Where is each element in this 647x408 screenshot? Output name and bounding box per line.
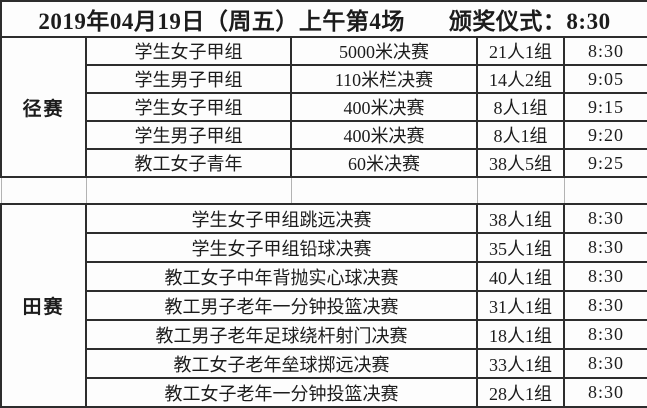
event-cell: 110米栏决赛 [290, 64, 478, 94]
table-row: 教工女子青年 60米决赛 38人5组 9:25 [1, 148, 647, 178]
entrants-cell: 8人1组 [476, 92, 565, 122]
entrants-cell: 38人1组 [476, 203, 565, 234]
table-row: 径赛 学生女子甲组 5000米决赛 21人1组 8:30 [0, 36, 647, 178]
category-cell-field: 田赛 [0, 203, 87, 408]
event-cell: 学生女子甲组铅球决赛 [85, 232, 478, 263]
table-row: 田赛 学生女子甲组跳远决赛 38人1组 8:30 [0, 203, 647, 408]
table-row: 教工男子老年足球绕杆射门决赛 18人1组 8:30 [1, 319, 647, 350]
group-cell: 学生男子甲组 [85, 120, 292, 150]
separator-cell [0, 176, 87, 205]
event-cell: 60米决赛 [290, 148, 478, 178]
event-cell: 400米决赛 [290, 92, 478, 122]
entrants-cell: 31人1组 [476, 290, 565, 321]
time-cell: 8:30 [562, 36, 647, 66]
group-cell: 学生女子甲组 [85, 36, 292, 66]
time-cell: 8:30 [562, 261, 647, 292]
time-cell: 9:20 [562, 120, 647, 150]
separator-cell [476, 176, 565, 205]
entrants-cell: 28人1组 [476, 377, 565, 408]
table-row: 教工女子老年一分钟投篮决赛 28人1组 8:30 [1, 377, 647, 408]
separator-cell [563, 176, 647, 205]
table-row: 教工女子老年垒球掷远决赛 33人1组 8:30 [1, 348, 647, 379]
entrants-cell: 18人1组 [476, 319, 565, 350]
time-cell: 8:30 [562, 290, 647, 321]
separator-cell [85, 176, 292, 205]
event-cell: 教工男子老年足球绕杆射门决赛 [85, 319, 478, 350]
time-cell: 8:30 [562, 203, 647, 234]
event-cell: 5000米决赛 [290, 36, 478, 66]
entrants-cell: 33人1组 [476, 348, 565, 379]
time-cell: 8:30 [562, 232, 647, 263]
time-cell: 9:15 [562, 92, 647, 122]
header-award-ceremony: 颁奖仪式：8:30 [448, 9, 611, 34]
table-row: 学生男子甲组 400米决赛 8人1组 9:20 [1, 120, 647, 150]
table-row: 教工女子中年背抛实心球决赛 40人1组 8:30 [1, 261, 647, 292]
time-cell: 9:05 [562, 64, 647, 94]
header-text: 2019年04月19日（周五）上午第4场 颁奖仪式：8:30 [3, 3, 646, 35]
separator-cell [290, 176, 478, 205]
header-row: 2019年04月19日（周五）上午第4场 颁奖仪式：8:30 [0, 0, 647, 38]
event-cell: 教工男子老年一分钟投篮决赛 [85, 290, 478, 321]
event-cell: 学生女子甲组跳远决赛 [85, 203, 478, 234]
event-cell: 教工女子中年背抛实心球决赛 [85, 261, 478, 292]
table-row: 学生女子甲组 400米决赛 8人1组 9:15 [1, 92, 647, 122]
entrants-cell: 35人1组 [476, 232, 565, 263]
entrants-cell: 14人2组 [476, 64, 565, 94]
group-cell: 教工女子青年 [85, 148, 292, 178]
event-cell: 教工女子老年一分钟投篮决赛 [85, 377, 478, 408]
category-cell-track: 径赛 [0, 36, 87, 178]
separator-row [0, 176, 647, 205]
time-cell: 8:30 [562, 377, 647, 408]
entrants-cell: 21人1组 [476, 36, 565, 66]
time-cell: 8:30 [562, 348, 647, 379]
group-cell: 学生女子甲组 [85, 92, 292, 122]
table-row: 学生女子甲组铅球决赛 35人1组 8:30 [1, 232, 647, 263]
table-row: 教工男子老年一分钟投篮决赛 31人1组 8:30 [1, 290, 647, 321]
entrants-cell: 8人1组 [476, 120, 565, 150]
group-cell: 学生男子甲组 [85, 64, 292, 94]
event-cell: 教工女子老年垒球掷远决赛 [85, 348, 478, 379]
table-row: 学生男子甲组 110米栏决赛 14人2组 9:05 [1, 64, 647, 94]
entrants-cell: 40人1组 [476, 261, 565, 292]
entrants-cell: 38人5组 [476, 148, 565, 178]
header-date-session: 2019年04月19日（周五）上午第4场 [38, 9, 405, 34]
event-cell: 400米决赛 [290, 120, 478, 150]
header-cell: 2019年04月19日（周五）上午第4场 颁奖仪式：8:30 [0, 0, 647, 38]
time-cell: 9:25 [562, 148, 647, 178]
time-cell: 8:30 [562, 319, 647, 350]
